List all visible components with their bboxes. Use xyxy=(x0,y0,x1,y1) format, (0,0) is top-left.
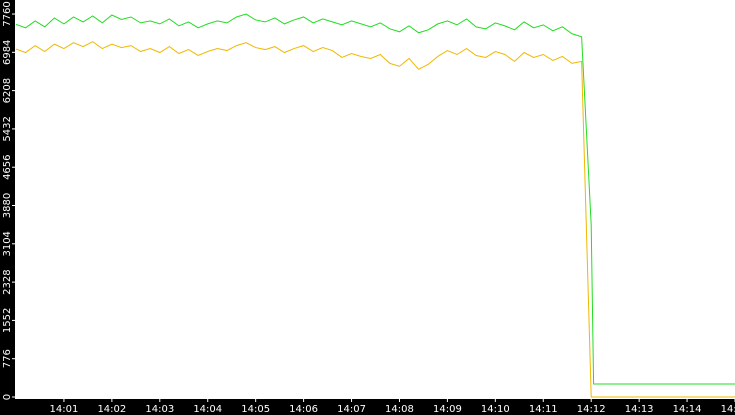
y-tick-label: 6984 xyxy=(2,40,13,65)
y-axis-band xyxy=(0,0,15,415)
y-tick-label: 5432 xyxy=(2,116,13,141)
x-tick-label: 14:03 xyxy=(145,404,174,415)
y-tick-label: 7760 xyxy=(2,1,13,26)
y-tick-label: 776 xyxy=(2,349,13,368)
series-line xyxy=(15,13,735,385)
y-tick-label: 3104 xyxy=(2,231,13,256)
x-tick-label: 14:07 xyxy=(337,404,366,415)
y-tick-label: 4656 xyxy=(2,154,13,179)
x-tick-label: 14:13 xyxy=(625,404,654,415)
x-tick-label: 14:04 xyxy=(193,404,222,415)
x-tick-label: 14:12 xyxy=(577,404,606,415)
y-tick-label: 0 xyxy=(2,394,13,400)
y-tick-label: 6208 xyxy=(2,78,13,103)
x-tick-label: 14:11 xyxy=(529,404,558,415)
series-line xyxy=(15,41,735,398)
x-tick-label: 14:10 xyxy=(481,404,510,415)
x-axis-band xyxy=(0,399,735,415)
x-tick-label: 14:05 xyxy=(241,404,270,415)
y-tick-label: 1552 xyxy=(2,308,13,333)
x-tick-label: 14:01 xyxy=(50,404,79,415)
y-tick-label: 3880 xyxy=(2,193,13,218)
x-tick-label: 14:15 xyxy=(721,404,735,415)
x-tick-label: 14:14 xyxy=(673,404,702,415)
y-tick-label: 2328 xyxy=(2,269,13,294)
x-tick-label: 14:08 xyxy=(385,404,414,415)
x-tick-label: 14:09 xyxy=(433,404,462,415)
x-tick-label: 14:02 xyxy=(97,404,126,415)
x-tick-label: 14:06 xyxy=(289,404,318,415)
